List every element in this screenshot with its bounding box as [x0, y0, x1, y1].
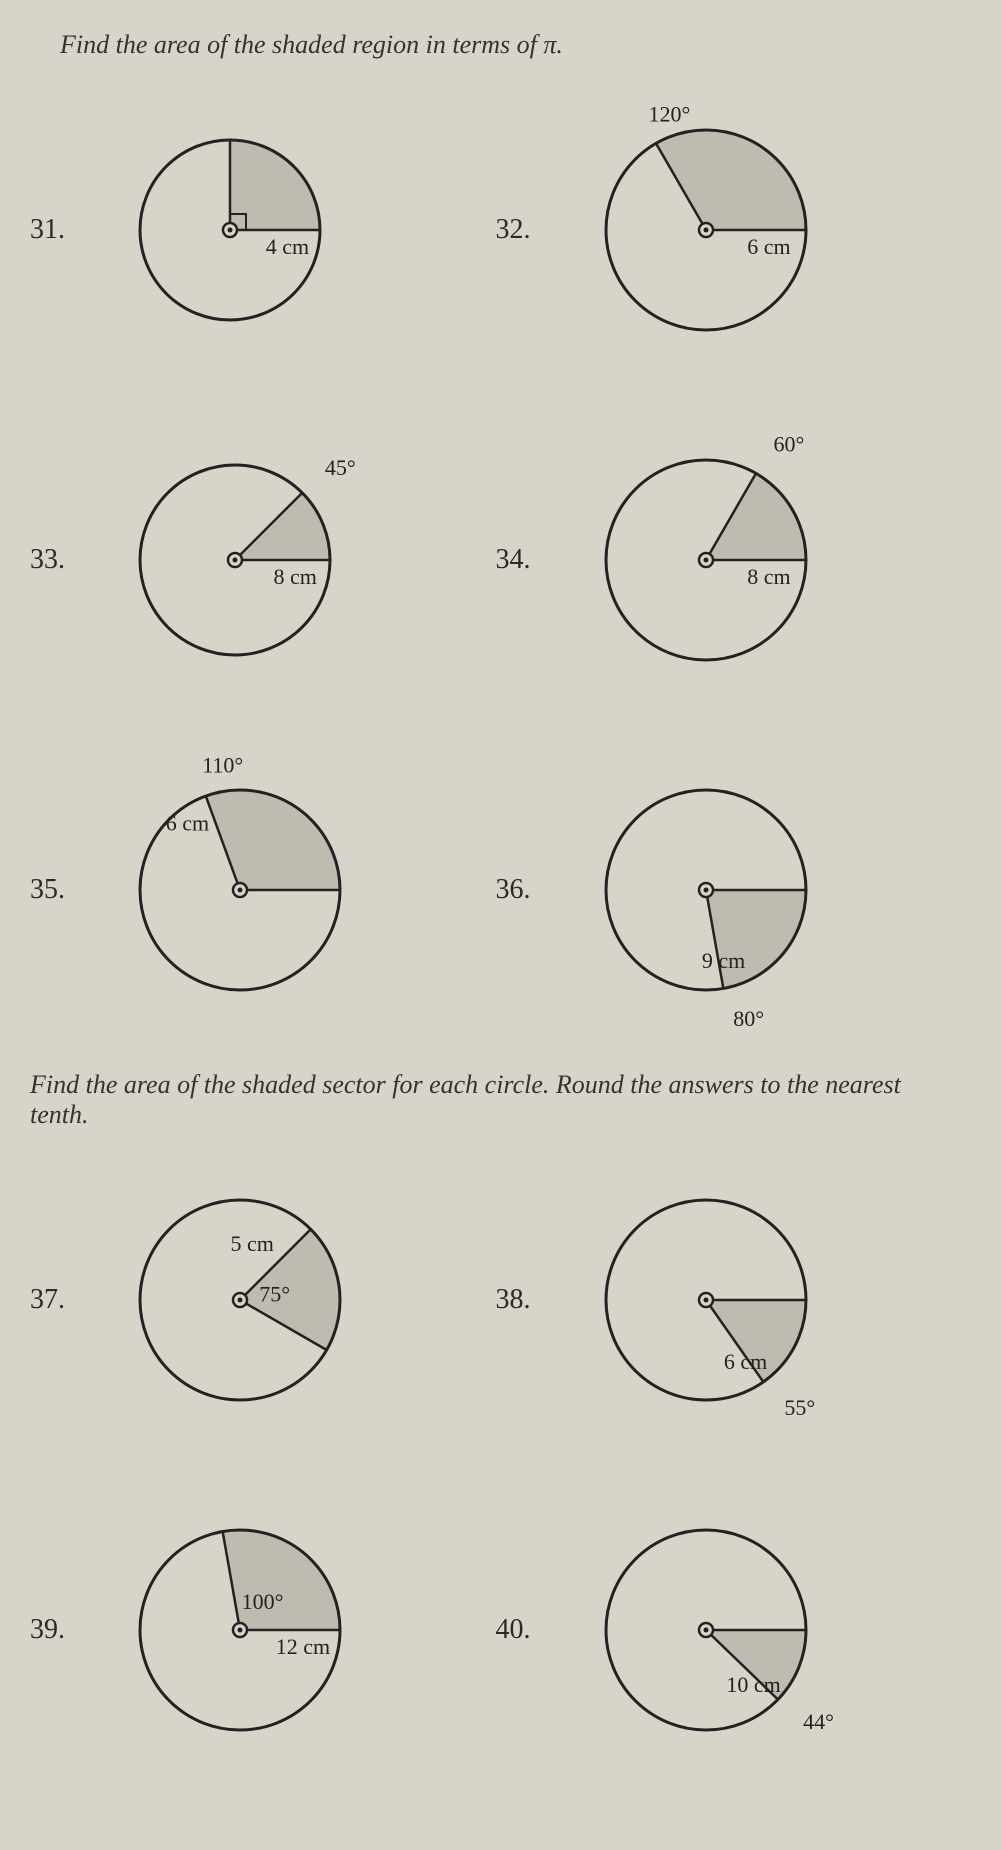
- problem-36: 36. 9 cm 80°: [496, 740, 962, 1040]
- svg-text:75°: 75°: [259, 1281, 290, 1306]
- instruction-2: Find the area of the shaded sector for e…: [30, 1070, 961, 1130]
- svg-text:8 cm: 8 cm: [747, 564, 790, 589]
- problem-number: 33.: [30, 544, 80, 576]
- svg-text:110°: 110°: [202, 753, 243, 778]
- svg-text:44°: 44°: [803, 1709, 834, 1734]
- svg-text:120°: 120°: [648, 102, 690, 127]
- row-37-38: 37. 5 cm 75° 38. 6 cm 55°: [30, 1150, 961, 1450]
- figure-34: 8 cm 60°: [556, 410, 856, 710]
- problem-number: 37.: [30, 1284, 80, 1316]
- svg-text:9 cm: 9 cm: [701, 948, 744, 973]
- problem-35: 35. 6 cm 110°: [30, 740, 496, 1040]
- figure-36: 9 cm 80°: [556, 740, 856, 1040]
- problem-31: 31. 4 cm: [30, 90, 496, 370]
- svg-text:45°: 45°: [325, 455, 356, 480]
- row-31-32: 31. 4 cm 32. 6 cm 120°: [30, 80, 961, 380]
- svg-text:12 cm: 12 cm: [276, 1634, 330, 1659]
- problem-38: 38. 6 cm 55°: [496, 1150, 962, 1450]
- svg-text:55°: 55°: [784, 1395, 815, 1420]
- svg-text:4 cm: 4 cm: [266, 234, 309, 259]
- problem-number: 36.: [496, 874, 546, 906]
- svg-text:10 cm: 10 cm: [726, 1672, 780, 1697]
- problem-40: 40. 10 cm 44°: [496, 1480, 962, 1780]
- problem-37: 37. 5 cm 75°: [30, 1150, 496, 1450]
- figure-31: 4 cm: [90, 90, 370, 370]
- problem-number: 31.: [30, 214, 80, 246]
- svg-text:60°: 60°: [773, 432, 804, 457]
- svg-text:6 cm: 6 cm: [723, 1349, 766, 1374]
- problem-number: 34.: [496, 544, 546, 576]
- figure-32: 6 cm 120°: [556, 80, 856, 380]
- problem-32: 32. 6 cm 120°: [496, 80, 962, 380]
- figure-39: 12 cm 100°: [90, 1480, 390, 1780]
- svg-text:6 cm: 6 cm: [166, 810, 209, 835]
- figure-40: 10 cm 44°: [556, 1480, 856, 1780]
- row-33-34: 33. 8 cm 45° 34. 8 cm 60°: [30, 410, 961, 710]
- figure-38: 6 cm 55°: [556, 1150, 856, 1450]
- row-39-40: 39. 12 cm 100° 40. 10 cm 44°: [30, 1480, 961, 1780]
- problem-33: 33. 8 cm 45°: [30, 415, 496, 705]
- problem-number: 39.: [30, 1614, 80, 1646]
- svg-text:80°: 80°: [733, 1006, 764, 1031]
- problem-39: 39. 12 cm 100°: [30, 1480, 496, 1780]
- problem-34: 34. 8 cm 60°: [496, 410, 962, 710]
- worksheet-page: Find the area of the shaded region in te…: [0, 0, 1001, 1850]
- svg-text:8 cm: 8 cm: [274, 564, 317, 589]
- svg-text:100°: 100°: [242, 1589, 284, 1614]
- problem-number: 35.: [30, 874, 80, 906]
- figure-37: 5 cm 75°: [90, 1150, 390, 1450]
- row-35-36: 35. 6 cm 110° 36. 9 cm 80°: [30, 740, 961, 1040]
- figure-35: 6 cm 110°: [90, 740, 390, 1040]
- instruction-1: Find the area of the shaded region in te…: [60, 30, 961, 60]
- problem-number: 38.: [496, 1284, 546, 1316]
- svg-text:5 cm: 5 cm: [231, 1231, 274, 1256]
- problem-number: 40.: [496, 1614, 546, 1646]
- figure-33: 8 cm 45°: [90, 415, 380, 705]
- svg-text:6 cm: 6 cm: [747, 234, 790, 259]
- problem-number: 32.: [496, 214, 546, 246]
